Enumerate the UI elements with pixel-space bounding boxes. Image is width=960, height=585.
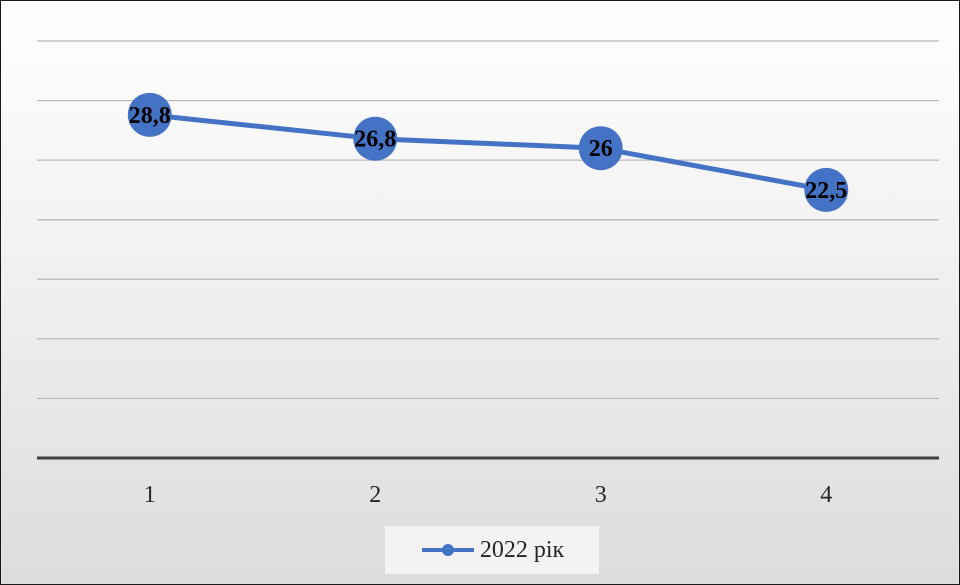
data-label: 22,5	[805, 178, 847, 204]
legend-line-marker-icon	[421, 544, 474, 556]
gridlines	[37, 40, 939, 460]
x-tick-label: 1	[144, 482, 156, 508]
data-label: 26	[589, 136, 613, 162]
series-line	[149, 112, 827, 193]
data-point	[353, 116, 398, 161]
x-tick-label: 4	[820, 482, 832, 508]
data-labels: 28,8 26,8 26 22,5	[129, 103, 848, 204]
x-tick-label: 2	[369, 482, 381, 508]
data-point	[127, 92, 172, 137]
x-axis-tick-labels: 1 2 3 4	[144, 482, 833, 508]
data-label: 28,8	[129, 103, 171, 129]
data-point	[804, 167, 849, 212]
data-label: 26,8	[354, 127, 396, 153]
series-layer	[127, 92, 849, 212]
x-tick-label: 3	[595, 482, 607, 508]
data-point	[578, 126, 623, 171]
legend: 2022 рік	[385, 526, 599, 574]
legend-label: 2022 рік	[479, 536, 565, 563]
